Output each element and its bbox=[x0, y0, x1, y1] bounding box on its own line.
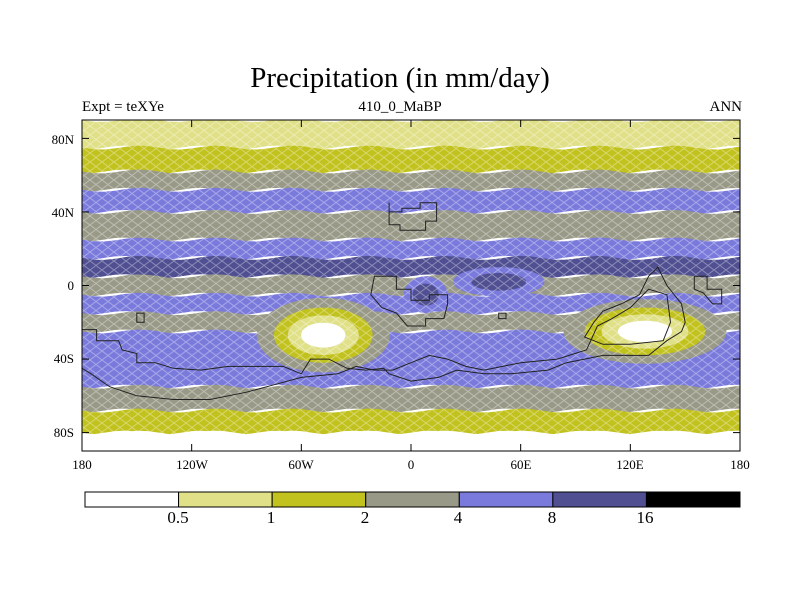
colorbar-level-label: 8 bbox=[547, 508, 557, 527]
x-tick-label: 120W bbox=[176, 457, 208, 472]
colorbar-level-label: 16 bbox=[636, 508, 654, 527]
y-tick-label: 40S bbox=[53, 351, 74, 366]
colorbar-swatch bbox=[271, 491, 367, 508]
coastline-segment bbox=[388, 202, 438, 231]
coastline-segment bbox=[82, 266, 686, 400]
y-tick-label: 0 bbox=[67, 278, 75, 293]
x-tick-label: 60W bbox=[288, 457, 314, 472]
colorbar-swatch bbox=[178, 491, 273, 508]
time-slice-label: 410_0_MaBP bbox=[358, 99, 442, 115]
x-tick-label: 120E bbox=[616, 457, 644, 472]
x-tick-label: 180 bbox=[730, 457, 750, 472]
season-label: ANN bbox=[709, 99, 743, 115]
colorbar-swatch bbox=[458, 491, 554, 508]
paleo-coastlines bbox=[82, 202, 723, 400]
y-tick-label: 80N bbox=[51, 132, 74, 147]
colorbar bbox=[84, 491, 741, 508]
x-tick-label: 60E bbox=[510, 457, 532, 472]
colorbar-level-label: 1 bbox=[266, 508, 276, 527]
colorbar-level-label: 4 bbox=[453, 508, 463, 527]
y-tick-label: 40N bbox=[51, 205, 74, 220]
experiment-label: Expt = teXYe bbox=[82, 99, 164, 115]
colorbar-swatch bbox=[84, 491, 180, 508]
x-tick-label: 0 bbox=[407, 457, 415, 472]
coastline-segment bbox=[136, 312, 145, 323]
hatch-overlay bbox=[82, 120, 740, 451]
coastline-segment bbox=[498, 312, 507, 320]
colorbar-swatch bbox=[645, 491, 741, 508]
y-tick-label: 80S bbox=[53, 425, 74, 440]
colorbar-swatch bbox=[365, 491, 460, 508]
coastline-segment bbox=[370, 275, 449, 327]
chart-title: Precipitation (in mm/day) bbox=[250, 62, 550, 94]
axis-ticks bbox=[81, 120, 741, 451]
coastline-segment bbox=[693, 275, 723, 305]
colorbar-level-label: 2 bbox=[360, 508, 370, 527]
colorbar-level-label: 0.5 bbox=[167, 508, 189, 527]
x-tick-label: 180 bbox=[72, 457, 92, 472]
colorbar-swatch bbox=[552, 491, 647, 508]
